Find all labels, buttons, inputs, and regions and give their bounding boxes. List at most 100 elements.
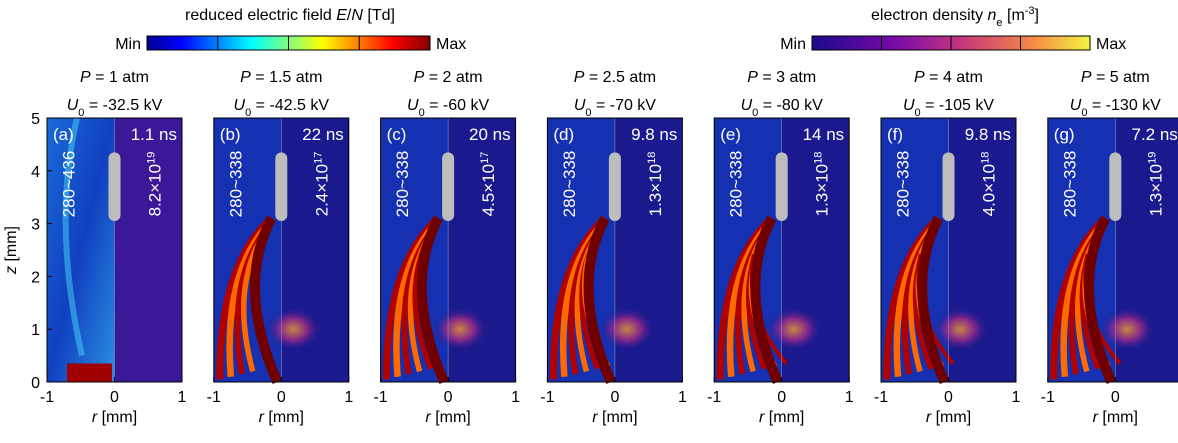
text-part: P [80, 69, 91, 86]
text-part: [mm] [598, 409, 638, 426]
peak-density: 1.3×1018 [813, 152, 832, 217]
electrode [275, 152, 288, 221]
voltage: U0 = -70 kV [574, 97, 656, 119]
text-part: r [259, 409, 265, 426]
x-tick-label: 0 [777, 389, 786, 406]
text-part: P [747, 69, 758, 86]
field-range: 280~338 [894, 151, 913, 218]
density-glow [932, 307, 989, 352]
peak-density: 8.2×1019 [146, 152, 165, 217]
streamer-core [1084, 216, 1116, 384]
text-part: 1.3×10 [813, 164, 832, 216]
x-axis-label: r [mm] [1093, 409, 1138, 426]
voltage: U0 = -42.5 kV [234, 97, 330, 119]
density-glow [598, 307, 655, 352]
text-part: P [1081, 69, 1092, 86]
x-tick-label: -1 [207, 389, 221, 406]
x-tick-label: 1 [511, 389, 520, 406]
x-axis-label: r [mm] [425, 409, 470, 426]
x-tick-label: 0 [444, 389, 453, 406]
text-part: / [347, 7, 352, 24]
y-tick-label: 1 [31, 322, 40, 339]
text-part: 0 [78, 107, 84, 119]
field-range: 280~338 [1060, 151, 1079, 218]
field-range: 280~338 [560, 151, 579, 218]
text-part: [mm] [1098, 409, 1138, 426]
voltage: U0 = -60 kV [407, 97, 489, 119]
y-tick-label: 2 [31, 269, 40, 286]
pressure: P = 5 atm [1081, 69, 1150, 86]
panel-label: (b) [220, 125, 241, 144]
text-part: r [759, 409, 765, 426]
field-range: 280~436 [60, 151, 79, 218]
colorbar-min: Min [780, 36, 806, 53]
field-range: 280~338 [393, 151, 412, 218]
pressure: P = 4 atm [914, 69, 983, 86]
x-tick-label: 0 [1111, 389, 1120, 406]
text-part: [mm] [764, 409, 804, 426]
pressure: P = 1 atm [80, 69, 149, 86]
hot-spot [67, 363, 112, 382]
x-tick-label: -1 [1041, 389, 1055, 406]
x-axis-label: r [mm] [592, 409, 637, 426]
electrode [108, 152, 121, 221]
text-part: [mm] [431, 409, 471, 426]
x-tick-label: -1 [540, 389, 554, 406]
text-part: 17 [479, 152, 491, 164]
text-part: 18 [646, 152, 658, 164]
panel-image [1047, 118, 1178, 384]
density-glow [432, 307, 489, 352]
voltage: U0 = -32.5 kV [67, 97, 163, 119]
panel-label: (a) [53, 125, 74, 144]
text-part: = -130 kV [1087, 97, 1161, 114]
text-part: r [926, 409, 932, 426]
field-range: 280~338 [727, 151, 746, 218]
electrode [775, 152, 788, 221]
peak-density: 1.3×1018 [646, 152, 665, 217]
panel-label: (e) [720, 125, 741, 144]
pressure: P = 1.5 atm [240, 69, 322, 86]
time: 7.2 ns [1131, 125, 1177, 144]
text-part: 17 [312, 152, 324, 164]
text-part: [m [1003, 7, 1025, 24]
text-part: z [3, 266, 20, 275]
y-axis-label: z [mm] [3, 226, 20, 275]
x-tick-label: 0 [277, 389, 286, 406]
x-axis-label: r [mm] [759, 409, 804, 426]
text-part: P [574, 69, 585, 86]
text-part: = 2 atm [424, 69, 482, 86]
text-part: e [996, 17, 1002, 29]
density-glow [765, 307, 822, 352]
x-tick-label: -1 [373, 389, 387, 406]
streamer-core [917, 216, 950, 384]
panel-label: (g) [1054, 125, 1075, 144]
electrode [442, 152, 455, 221]
pressure: P = 2.5 atm [574, 69, 656, 86]
text-part: 1.3×10 [646, 164, 665, 216]
text-part: r [92, 409, 98, 426]
text-part: P [414, 69, 425, 86]
y-tick-label: 0 [31, 375, 40, 392]
text-part: r [425, 409, 431, 426]
text-part: P [240, 69, 251, 86]
text-part: = 3 atm [758, 69, 816, 86]
text-part: reduced electric field [185, 7, 336, 24]
text-part: 18 [980, 152, 992, 164]
colorbar-title: electron density ne [m-3] [871, 5, 1039, 29]
text-part: U [741, 97, 753, 114]
x-tick-label: 1 [344, 389, 353, 406]
x-tick-label: -1 [707, 389, 721, 406]
x-axis-label: r [mm] [926, 409, 971, 426]
x-tick-label: -1 [874, 389, 888, 406]
text-part: 8.2×10 [146, 164, 165, 216]
panel-image [47, 117, 182, 382]
x-tick-label: 1 [1012, 389, 1021, 406]
field-range: 280~338 [226, 151, 245, 218]
text-part: 4.0×10 [980, 164, 999, 216]
text-part: = -32.5 kV [84, 97, 162, 114]
x-axis-label: r [mm] [259, 409, 304, 426]
panel-image [213, 118, 349, 384]
colorbar-min: Min [115, 36, 141, 53]
voltage: U0 = -130 kV [1070, 97, 1161, 119]
